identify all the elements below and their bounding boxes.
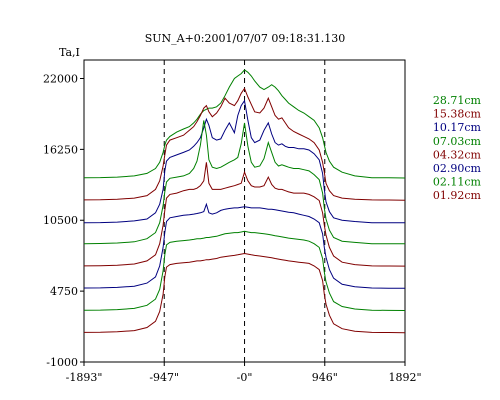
- y-tick-label-4: -1000: [46, 356, 78, 369]
- y-axis-label: Ta,I: [59, 46, 80, 59]
- y-tick-label-0: 22000: [43, 72, 78, 85]
- legend: 28.71cm15.38cm10.17cm07.03cm04.32cm02.90…: [433, 94, 482, 202]
- legend-item-3: 07.03cm: [433, 135, 482, 148]
- series-line-7: [83, 252, 406, 334]
- x-tick-label-3: 946": [312, 371, 338, 384]
- series-lines: [83, 69, 406, 334]
- series-line-6: [83, 230, 406, 311]
- series-line-2: [83, 99, 405, 224]
- series-line-0: [83, 69, 406, 179]
- legend-item-0: 28.71cm: [433, 94, 482, 107]
- y-tick-label-1: 16250: [43, 143, 78, 156]
- y-axis-ticks: 22000 16250 10500 4750 -1000: [43, 72, 84, 369]
- legend-item-4: 04.32cm: [433, 148, 482, 161]
- x-axis-ticks: -1893" -947" -0" 946" 1892": [66, 362, 422, 384]
- x-tick-label-4: 1892": [388, 371, 421, 384]
- legend-item-5: 02.90cm: [433, 162, 482, 175]
- x-tick-label-1: -947": [149, 371, 179, 384]
- y-tick-label-3: 4750: [50, 285, 78, 298]
- series-line-3: [83, 120, 405, 245]
- x-tick-label-2: -0": [237, 371, 253, 384]
- series-line-5: [83, 202, 406, 289]
- series-line-1: [83, 87, 406, 201]
- x-tick-label-0: -1893": [66, 371, 103, 384]
- reference-lines: [163, 60, 326, 362]
- legend-item-7: 01.92cm: [433, 189, 482, 202]
- legend-item-2: 10.17cm: [433, 121, 482, 134]
- legend-item-1: 15.38cm: [433, 108, 482, 121]
- legend-item-6: 02.11cm: [433, 176, 482, 189]
- chart-title: SUN_A+0:2001/07/07 09:18:31.130: [145, 32, 346, 45]
- y-tick-label-2: 10500: [43, 214, 78, 227]
- series-line-4: [83, 162, 406, 267]
